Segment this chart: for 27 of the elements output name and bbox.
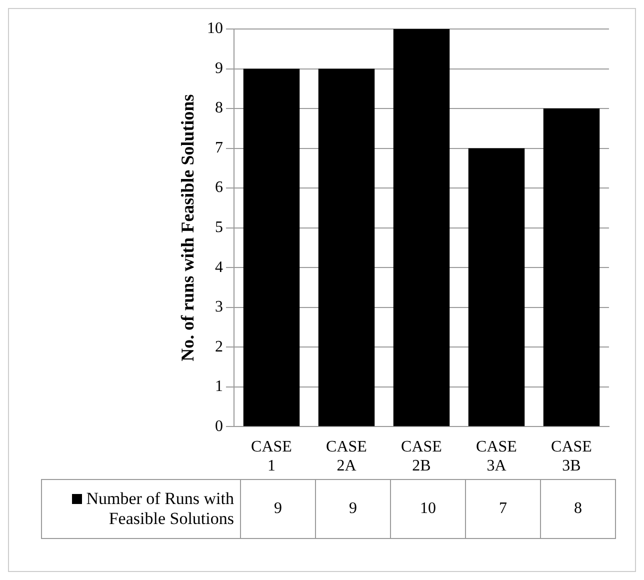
- y-tick-label: 2: [215, 338, 223, 356]
- bar: [468, 148, 525, 426]
- data-label: 10: [390, 480, 466, 538]
- y-tick-label: 3: [215, 298, 223, 316]
- y-tick-label: 9: [215, 60, 223, 77]
- bar: [318, 68, 375, 426]
- y-tick-label: 5: [215, 219, 223, 236]
- x-tick-label: CASE 3B: [551, 438, 592, 475]
- y-tick-label: 6: [215, 179, 223, 196]
- y-tick-label: 0: [215, 418, 223, 435]
- data-label: 7: [466, 480, 540, 538]
- y-tick-label: 7: [215, 139, 223, 156]
- y-tick-label: 10: [207, 20, 223, 38]
- y-tick-label: 1: [215, 378, 223, 396]
- y-axis-title: No. of runs with Feasible Solutions: [177, 94, 198, 362]
- x-tick-label: CASE 2A: [326, 438, 367, 475]
- bar: [393, 29, 450, 426]
- x-tick-label: CASE 1: [251, 438, 292, 475]
- bar: [543, 108, 600, 426]
- x-tick-label: CASE 3A: [476, 438, 517, 475]
- data-label: 9: [316, 480, 390, 538]
- data-label: 8: [540, 480, 616, 538]
- y-tick-label: 4: [215, 258, 223, 276]
- x-tick-label: CASE 2B: [401, 438, 442, 475]
- y-tick-label: 8: [215, 100, 223, 117]
- legend-label: Number of Runs with Feasible Solutions: [42, 480, 240, 538]
- bar: [243, 68, 300, 426]
